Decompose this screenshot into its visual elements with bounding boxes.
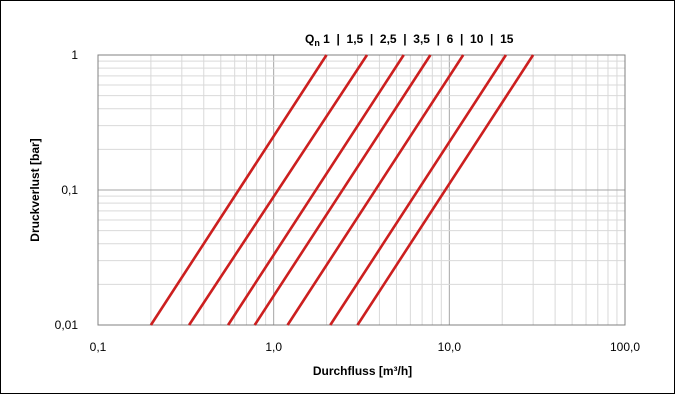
legend: Qn 1 | 1,5 | 2,5 | 3,5 | 6 | 10 | 15 xyxy=(305,32,514,48)
x-tick-label: 0,1 xyxy=(90,340,107,354)
plot-area xyxy=(97,54,626,326)
series-line-1 xyxy=(149,54,328,326)
series-line-3 xyxy=(227,54,405,326)
series-line-4 xyxy=(253,54,432,326)
series-line-5 xyxy=(286,54,465,326)
x-tick-label: 100,0 xyxy=(610,340,640,354)
legend-text: 1 | 1,5 | 2,5 | 3,5 | 6 | 10 | 15 xyxy=(320,32,514,46)
y-tick-labels: 0,01 0,1 1 xyxy=(55,48,79,332)
legend-prefix: Q xyxy=(305,32,314,46)
legend-subscript: n xyxy=(314,38,320,48)
series-group xyxy=(149,54,535,326)
x-tick-labels: 0,1 1,0 10,0 100,0 xyxy=(90,340,641,354)
series-line-7 xyxy=(356,54,535,326)
series-line-6 xyxy=(329,54,507,326)
x-tick-label: 1,0 xyxy=(265,340,282,354)
y-tick-label: 0,01 xyxy=(55,318,79,332)
y-axis-label: Druckverlust [bar] xyxy=(28,138,42,241)
x-tick-label: 10,0 xyxy=(438,340,462,354)
y-tick-label: 1 xyxy=(71,48,78,62)
y-tick-label: 0,1 xyxy=(61,183,78,197)
x-axis-label: Durchfluss [m³/h] xyxy=(313,364,412,378)
series-line-2 xyxy=(188,54,369,326)
